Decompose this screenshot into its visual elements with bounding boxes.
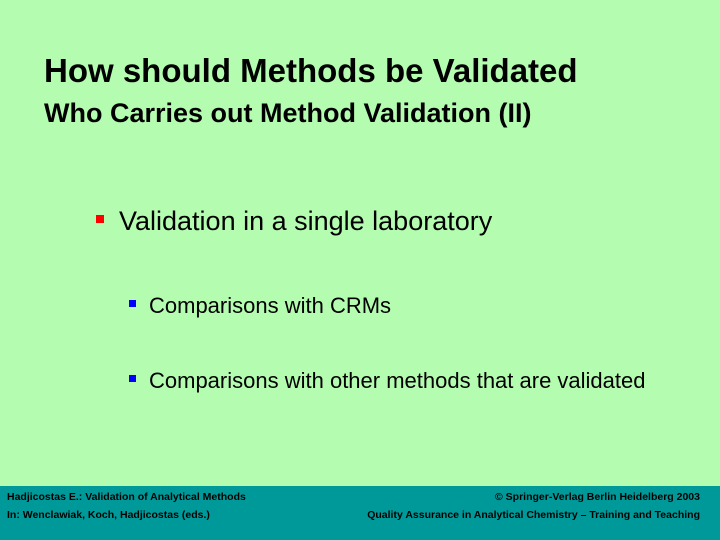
sub-bullet-text: Comparisons with other methods that are … (149, 368, 646, 393)
footer-author: Hadjicostas E.: Validation of Analytical… (7, 491, 246, 503)
bullet-item: Validation in a single laboratory (96, 204, 492, 238)
footer-editors: In: Wenclawiak, Koch, Hadjicostas (eds.) (7, 509, 210, 521)
red-square-bullet-icon (96, 215, 104, 223)
bullet-text: Validation in a single laboratory (119, 206, 493, 236)
footer-copyright: © Springer-Verlag Berlin Heidelberg 2003 (495, 491, 700, 503)
sub-bullet-text: Comparisons with CRMs (149, 293, 392, 318)
blue-square-bullet-icon (129, 375, 136, 382)
blue-square-bullet-icon (129, 300, 136, 307)
slide-title: How should Methods be Validated (44, 52, 578, 89)
footer-book-title: Quality Assurance in Analytical Chemistr… (367, 509, 700, 521)
footer: Hadjicostas E.: Validation of Analytical… (0, 486, 720, 540)
sub-bullet-item: Comparisons with other methods that are … (129, 366, 674, 395)
sub-bullet-item: Comparisons with CRMs (129, 291, 689, 320)
slide-subtitle: Who Carries out Method Validation (II) (44, 98, 532, 128)
